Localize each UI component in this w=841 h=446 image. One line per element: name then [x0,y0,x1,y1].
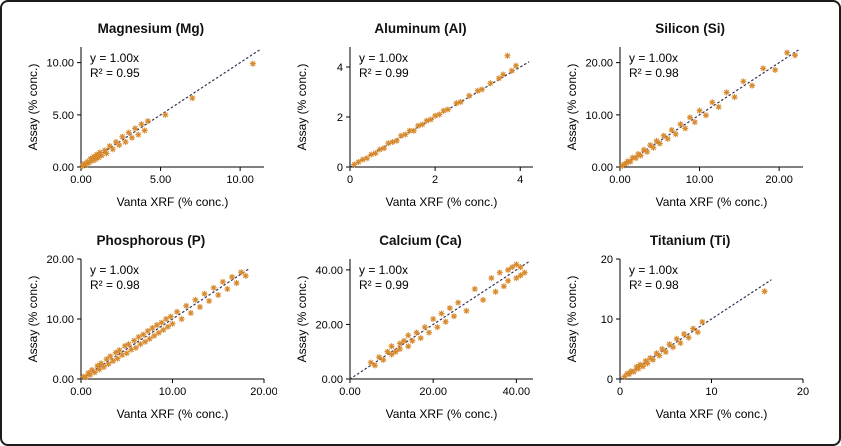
x-tick-label: 0.00 [609,174,630,186]
scatter-markers [80,269,249,381]
scatter-markers [368,261,529,369]
scatter-markers [351,52,520,168]
x-tick-label: 40.00 [503,386,531,398]
chart-titanium: Titanium (Ti) 0 10 20 0 10 20 y = 1.00x R² = 0.9… [564,233,816,425]
r-squared-label: R² = 0.98 [629,66,679,80]
x-axis-label: Vanta XRF (% conc.) [116,407,228,421]
chart-title: Aluminum (Al) [374,20,467,36]
y-tick-label: 20.00 [586,57,614,69]
equation-label: y = 1.00x [359,263,408,277]
trendline [349,261,530,380]
x-tick-label: 2 [433,174,439,186]
y-axis-label: Assay (% conc.) [26,63,40,150]
x-axis-label: Vanta XRF (% conc.) [656,195,768,209]
y-axis-label: Assay (% conc.) [565,276,579,363]
chart-silicon: Silicon (Si) 0.00 10.00 20.00 0.00 10.00 20.00… [564,21,816,213]
y-tick-label: 10.00 [46,314,74,326]
scatter-markers [621,288,768,380]
chart-magnesium: Magnesium (Mg) 0.00 5.00 10.00 0.00 5.00 10.00… [25,21,277,213]
x-axis-label: Vanta XRF (% conc.) [386,407,498,421]
r-squared-label: R² = 0.98 [629,278,679,292]
y-tick-label: 20 [601,254,613,266]
equation-label: y = 1.00x [90,263,139,277]
chart-plot: 0.00 20.00 40.00 0.00 20.00 40.00 y = 1.00xR² … [295,259,534,421]
y-axis-label: Assay (% conc.) [295,276,309,363]
equation-label: y = 1.00x [629,51,678,65]
y-axis-label: Assay (% conc.) [295,63,309,150]
x-tick-label: 20.00 [250,386,277,398]
equation-label: y = 1.00x [629,263,678,277]
equation-label: y = 1.00x [90,51,139,65]
x-tick-label: 4 [518,174,524,186]
y-tick-label: 40.00 [316,265,344,277]
y-tick-label: 10.00 [586,109,614,121]
y-tick-label: 0 [337,162,343,174]
y-tick-label: 0.00 [52,374,73,386]
scatter-markers [79,60,256,169]
x-tick-label: 0.00 [340,386,361,398]
y-tick-label: 5.00 [52,109,73,121]
y-tick-label: 10 [601,314,613,326]
x-tick-label: 0 [617,386,623,398]
chart-plot: 0.00 10.00 20.00 0.00 10.00 20.00 y = 1.00xR² … [26,254,277,421]
chart-plot: 0.00 10.00 20.00 0.00 10.00 20.00 y = 1.00xR² … [565,46,804,209]
y-tick-label: 0.00 [322,374,343,386]
x-tick-label: 20.00 [420,386,448,398]
equation-label: y = 1.00x [359,51,408,65]
chart-calcium: Calcium (Ca) 0.00 20.00 40.00 0.00 20.00 40.00… [294,233,546,425]
y-tick-label: 0.00 [592,162,613,174]
r-squared-label: R² = 0.95 [90,66,140,80]
y-axis-label: Assay (% conc.) [26,276,40,363]
x-tick-label: 20 [797,386,809,398]
chart-aluminum: Aluminum (Al) 0 2 4 0 2 4 y = 1.00x R² = 0.99 Van… [294,21,546,213]
x-tick-label: 10.00 [686,174,714,186]
y-tick-label: 20.00 [316,320,344,332]
x-tick-label: 5.00 [150,174,171,186]
y-tick-label: 20.00 [46,254,74,266]
x-axis-label: Vanta XRF (% conc.) [116,195,228,209]
chart-phosphorous: Phosphorous (P) 0.00 10.00 20.00 0.00 10.00 20… [25,233,277,425]
y-tick-label: 0.00 [52,162,73,174]
chart-title: Magnesium (Mg) [97,20,205,36]
chart-title: Phosphorous (P) [96,233,206,249]
chart-title: Calcium (Ca) [379,233,462,249]
x-tick-label: 10 [706,386,718,398]
y-tick-label: 10.00 [46,57,74,69]
chart-title: Silicon (Si) [655,20,726,36]
trendline [619,279,772,380]
x-tick-label: 0.00 [70,174,91,186]
r-squared-label: R² = 0.98 [90,278,140,292]
r-squared-label: R² = 0.99 [359,66,409,80]
chart-title: Titanium (Ti) [649,233,731,249]
x-tick-label: 20.00 [766,174,794,186]
x-axis-label: Vanta XRF (% conc.) [386,195,498,209]
x-tick-label: 10.00 [226,174,254,186]
x-tick-label: 0 [347,174,353,186]
x-tick-label: 10.00 [159,386,187,398]
x-axis-label: Vanta XRF (% conc.) [656,407,768,421]
y-tick-label: 4 [337,62,343,74]
scatter-markers [619,49,799,169]
y-tick-label: 0 [607,374,613,386]
x-tick-label: 0.00 [70,386,91,398]
y-tick-label: 2 [337,112,343,124]
y-axis-label: Assay (% conc.) [565,63,579,150]
r-squared-label: R² = 0.99 [359,278,409,292]
